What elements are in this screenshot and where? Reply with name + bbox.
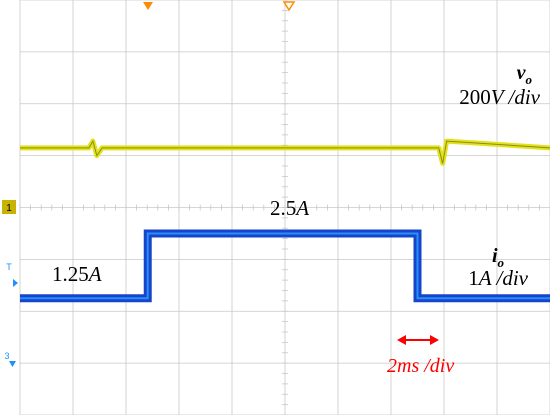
trigger-position-marker: [143, 2, 153, 10]
vo-scale-label: 200V /div: [459, 85, 540, 109]
io-series-name: io: [492, 245, 505, 270]
ch3-marker-label: 3: [4, 351, 9, 361]
io-trace-highlight: [20, 232, 550, 300]
time-scale-arrow: [397, 335, 439, 345]
vo-series-name: vo: [517, 62, 533, 87]
ch1-marker-label: 1: [6, 203, 12, 214]
delay-marker: [282, 1, 296, 12]
time-scale-label: 2ms /div: [387, 355, 454, 377]
trigger-level-marker-label: T: [6, 262, 12, 272]
trigger-level-arrow-icon: [13, 279, 18, 287]
low-level-label: 1.25A: [52, 262, 102, 286]
high-level-label: 2.5A: [270, 196, 309, 220]
top-markers: [143, 1, 296, 12]
traces: [20, 138, 550, 303]
io-scale-label: 1A /div: [468, 266, 528, 290]
ch3-arrow-icon: [9, 361, 16, 367]
vo-trace-core: [20, 139, 550, 164]
arrow-right-icon: [430, 335, 439, 345]
left-markers: 1 T 3: [2, 200, 18, 367]
ch1-marker: [2, 200, 16, 214]
arrow-left-icon: [397, 335, 406, 345]
grid: [19, 0, 550, 415]
